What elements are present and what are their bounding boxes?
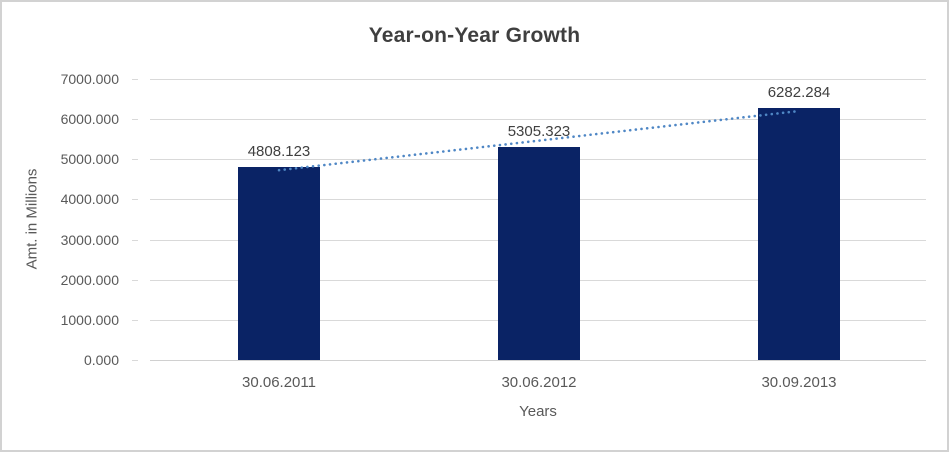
y-axis-tickmark — [132, 279, 138, 281]
y-tick-label: 5000.000 — [60, 151, 119, 168]
x-tick-label: 30.06.2011 — [242, 374, 316, 391]
y-tick-label: 7000.000 — [60, 71, 119, 87]
bar-30.09.2013 — [758, 107, 840, 360]
y-tick-label: 2000.000 — [60, 271, 119, 288]
data-label: 6282.284 — [767, 83, 831, 101]
y-axis-tickmark — [132, 119, 138, 121]
y-tick-label: 6000.000 — [60, 111, 119, 128]
bar-30.06.2011 — [238, 167, 320, 360]
y-tick-label: 0.000 — [83, 352, 119, 368]
gridline — [150, 360, 926, 361]
y-axis-tickmark — [132, 239, 138, 241]
bar-30.06.2012 — [498, 147, 580, 360]
x-axis-title: Years — [519, 403, 557, 420]
gridline — [150, 119, 926, 121]
gridline — [150, 79, 926, 80]
chart-title: Year-on-Year Growth — [368, 24, 581, 47]
trendline — [277, 109, 801, 172]
x-tick-label: 30.06.2012 — [501, 374, 577, 391]
data-label: 4808.123 — [247, 142, 311, 160]
x-tick-label: 30.09.2013 — [761, 374, 837, 391]
y-axis-tickmark — [132, 199, 138, 201]
y-axis-tickmark — [132, 159, 138, 161]
data-label: 5305.323 — [507, 123, 571, 141]
trendline-dotted — [277, 109, 801, 172]
y-tick-label: 4000.000 — [60, 191, 119, 208]
plot-area — [132, 79, 926, 361]
y-axis-title-text: Amt. in Millions — [23, 168, 41, 270]
y-axis-tickmark — [132, 360, 138, 361]
y-tick-label: 3000.000 — [60, 231, 119, 248]
y-tick-label: 1000.000 — [60, 311, 119, 328]
y-axis-tickmark — [132, 319, 138, 321]
y-axis-tickmark — [132, 79, 138, 80]
